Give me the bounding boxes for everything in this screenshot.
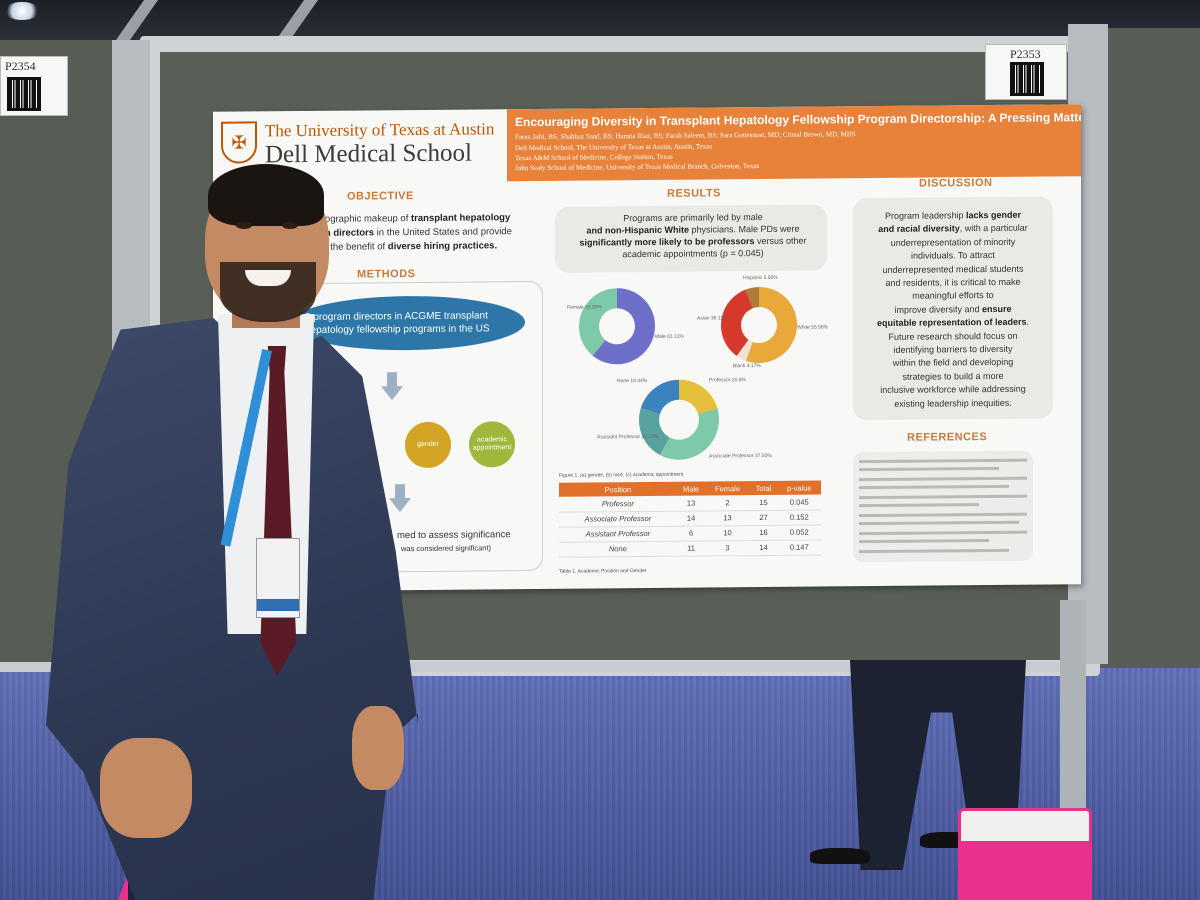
reference-line — [859, 494, 1027, 500]
table-cell: 15 — [749, 494, 778, 511]
results-heading: RESULTS — [667, 187, 722, 200]
chart-label: Professor 20.6% — [709, 377, 746, 384]
position-gender-table: Position Male Female Total p-value Profe… — [559, 480, 821, 557]
chart-label: Hispanic 5.56% — [743, 274, 778, 282]
poster-affiliation: Dell Medical School, The University of T… — [515, 142, 713, 153]
chart-label: Black 4.17% — [733, 363, 761, 370]
results-summary-text: Programs are primarily led by male and n… — [579, 211, 807, 260]
table-cell: 10 — [705, 525, 750, 541]
table-cell: 14 — [749, 539, 778, 556]
table-header: Male — [676, 481, 706, 496]
table-header: Position — [559, 481, 677, 497]
presenter-hand-right — [352, 706, 404, 790]
references-heading: REFERENCES — [907, 431, 988, 444]
qr-code-icon — [1010, 62, 1044, 96]
reference-line — [859, 548, 1009, 554]
table-cell: 0.045 — [777, 494, 821, 510]
reference-line — [859, 458, 1027, 464]
table-cell: None — [559, 540, 677, 557]
chart-label: Asian 36.11% — [697, 315, 728, 322]
placard-number: P2354 — [5, 59, 36, 73]
poster-number-placard-left: P2354 — [0, 56, 68, 116]
references-list — [853, 450, 1033, 563]
table-cell: 11 — [676, 540, 706, 556]
qr-code-icon — [7, 77, 41, 111]
poster-authors: Faraz Jafri, BS; Shahbaz Saad, BS; Hamna… — [515, 130, 856, 142]
poster-number-placard-right: P2353 — [985, 44, 1067, 100]
reference-line — [859, 484, 1009, 490]
presenter — [0, 0, 420, 900]
conference-badge — [256, 538, 300, 618]
table-cell: 27 — [749, 509, 778, 526]
gender-donut-chart — [579, 287, 655, 365]
shoe — [810, 848, 870, 864]
reference-line — [859, 512, 1027, 518]
table-cell: 13 — [676, 495, 706, 511]
table-cell: 2 — [705, 495, 750, 511]
figure-caption: Figure 1. (a) gender, (b) race, (c) acad… — [559, 471, 684, 479]
chart-label: Female 38.89% — [567, 304, 603, 311]
table-cell: 3 — [705, 540, 750, 556]
presenter-hair — [208, 164, 324, 226]
presenter-eye — [236, 222, 252, 229]
ceiling — [0, 0, 1200, 40]
presenter-smile — [245, 270, 291, 286]
chart-label: White 55.56% — [797, 324, 829, 331]
poster-title: Encouraging Diversity in Transplant Hepa… — [515, 110, 1081, 130]
chart-label: Associate Professor 37.50% — [709, 452, 772, 460]
reference-line — [859, 476, 1027, 482]
table-cell: 0.052 — [777, 524, 821, 540]
pink-tote-bag — [958, 808, 1092, 900]
chart-label: Assistant Professor 22.22% — [597, 433, 659, 441]
poster-affiliation: John Sealy School of Medicine, Universit… — [515, 162, 760, 173]
table-cell: Associate Professor — [559, 510, 677, 527]
discussion-heading: DISCUSSION — [919, 176, 993, 190]
reference-line — [859, 520, 1019, 526]
reference-line — [859, 466, 999, 472]
table-cell: 13 — [705, 510, 750, 526]
discussion-text: Program leadership lacks gender and raci… — [876, 209, 1030, 409]
academic-appointment-circle: academic appointment — [469, 421, 515, 468]
chart-label: Male 61.11% — [655, 333, 684, 340]
table-cell: 16 — [749, 524, 778, 541]
chart-label: None 19.44% — [617, 377, 648, 385]
table-row: None 11 3 14 0.147 — [559, 539, 821, 557]
table-cell: 0.152 — [777, 509, 821, 525]
table-caption: Table 1. Academic Position and Gender — [559, 568, 647, 575]
presenter-eye — [282, 222, 298, 229]
table-cell: 14 — [676, 510, 706, 526]
reference-line — [859, 503, 979, 508]
table-cell: Assistant Professor — [559, 525, 677, 542]
table-cell: 0.147 — [777, 539, 821, 555]
poster-affiliation: Texas A&M School of Medicine, College St… — [515, 152, 673, 163]
table-cell: Professor — [559, 495, 677, 512]
reference-line — [859, 539, 989, 544]
placard-number: P2353 — [1010, 47, 1041, 61]
ceiling-light — [4, 2, 40, 20]
table-cell: 6 — [676, 525, 706, 541]
table-header: p-value — [777, 480, 821, 495]
presenter-hand-left — [100, 738, 192, 838]
race-donut-chart — [721, 286, 797, 364]
title-banner: Encouraging Diversity in Transplant Hepa… — [507, 104, 1081, 182]
reference-line — [859, 530, 1027, 536]
table-header: Female — [705, 481, 750, 496]
table-header: Total — [749, 480, 778, 496]
appointment-donut-chart — [639, 379, 719, 461]
board-base-rail — [0, 662, 1070, 672]
badge-strip — [257, 599, 299, 611]
